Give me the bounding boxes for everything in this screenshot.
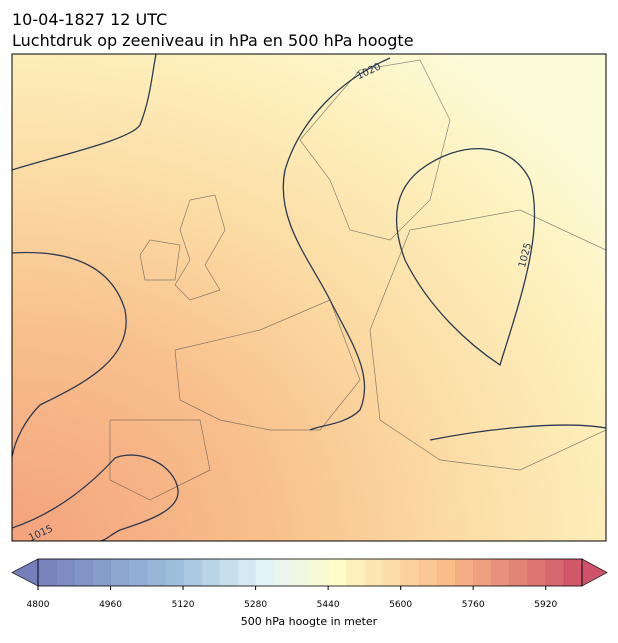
- colorbar-tick-label: 5440: [317, 600, 340, 610]
- colorbar-segment: [291, 559, 311, 586]
- colorbar-segment: [328, 559, 347, 586]
- colorbar-segment: [255, 559, 275, 586]
- colorbar-segment: [38, 559, 57, 586]
- colorbar-tick-label: 4960: [99, 600, 122, 610]
- colorbar-segment: [310, 559, 329, 586]
- colorbar-segment: [273, 559, 293, 586]
- colorbar-extend-low: [11, 558, 39, 587]
- colorbar-tick-label: 5760: [462, 600, 485, 610]
- colorbar-segment: [146, 559, 166, 586]
- colorbar-extend-high: [581, 558, 608, 587]
- colorbar-segment: [219, 559, 238, 586]
- colorbar-tick-label: 5280: [244, 600, 267, 610]
- colorbar-label: 500 hPa hoogte in meter: [241, 615, 378, 628]
- isobars: [12, 54, 606, 541]
- colorbar-segment: [92, 559, 112, 586]
- colorbar-segment: [382, 559, 402, 586]
- colorbar-segment: [527, 559, 547, 586]
- colorbar-tick-label: 5920: [534, 600, 557, 610]
- colorbar-segment: [128, 559, 148, 586]
- colorbar-segment: [237, 559, 257, 586]
- colorbar-segment: [455, 559, 474, 586]
- coastlines: [109, 59, 606, 501]
- colorbar-segment: [346, 559, 365, 586]
- colorbar-segment: [473, 559, 492, 586]
- colorbar-segment: [509, 559, 529, 586]
- colorbar-frame: [37, 558, 583, 587]
- title: Luchtdruk op zeeniveau in hPa en 500 hPa…: [12, 31, 414, 50]
- colorbar-segment: [563, 559, 583, 586]
- map-frame: [11, 53, 607, 542]
- colorbar-segment: [74, 559, 93, 586]
- colorbar-tick-label: 5600: [389, 600, 412, 610]
- colorbar-segment: [400, 559, 420, 586]
- map-field: [12, 54, 606, 541]
- colorbar-segment: [491, 559, 510, 586]
- colorbar: 4800 4960 5120 5280 5440 5600 5760 5920: [11, 558, 608, 610]
- colorbar-segment: [56, 559, 75, 586]
- colorbar-segment: [418, 559, 438, 586]
- colorbar-segment: [436, 559, 456, 586]
- colorbar-segment: [201, 559, 220, 586]
- colorbar-tick-label: 4800: [27, 600, 50, 610]
- colorbar-segment: [364, 559, 384, 586]
- map: [12, 54, 606, 541]
- colorbar-segment: [183, 559, 202, 586]
- colorbar-tick-label: 5120: [172, 600, 195, 610]
- date: 10-04-1827 12 UTC: [12, 10, 167, 29]
- colorbar-segment: [110, 559, 130, 586]
- colorbar-segment: [164, 559, 184, 586]
- colorbar-segment: [545, 559, 565, 586]
